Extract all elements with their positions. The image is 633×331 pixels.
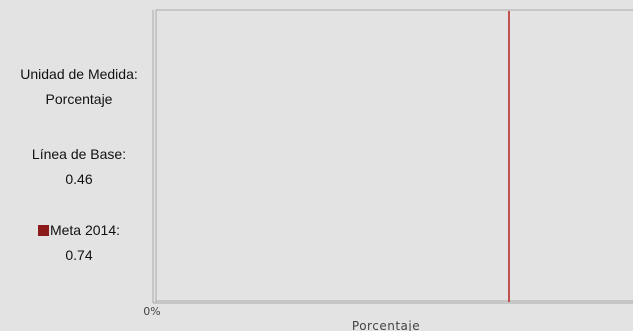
plot-frame <box>155 9 633 302</box>
goal-value: 0.74 <box>65 247 93 263</box>
baseline-value: 0.46 <box>65 171 93 187</box>
baseline-info: Línea de Base: 0.46 <box>0 142 158 192</box>
x-axis-title: Porcentaje <box>352 319 420 331</box>
plot-layer: 0% Porcentaje <box>143 9 633 331</box>
unit-value: Porcentaje <box>45 91 113 107</box>
goal-info: Meta 2014: 0.74 <box>0 218 158 268</box>
unit-info: Unidad de Medida: Porcentaje <box>0 62 158 112</box>
goal-legend-swatch <box>37 225 49 236</box>
x-tick-label: 0% <box>143 305 160 318</box>
goal-label-row: Meta 2014: <box>0 218 158 243</box>
unit-label: Unidad de Medida: <box>20 66 138 82</box>
goal-label: Meta 2014: <box>49 222 121 238</box>
baseline-label: Línea de Base: <box>31 146 127 162</box>
